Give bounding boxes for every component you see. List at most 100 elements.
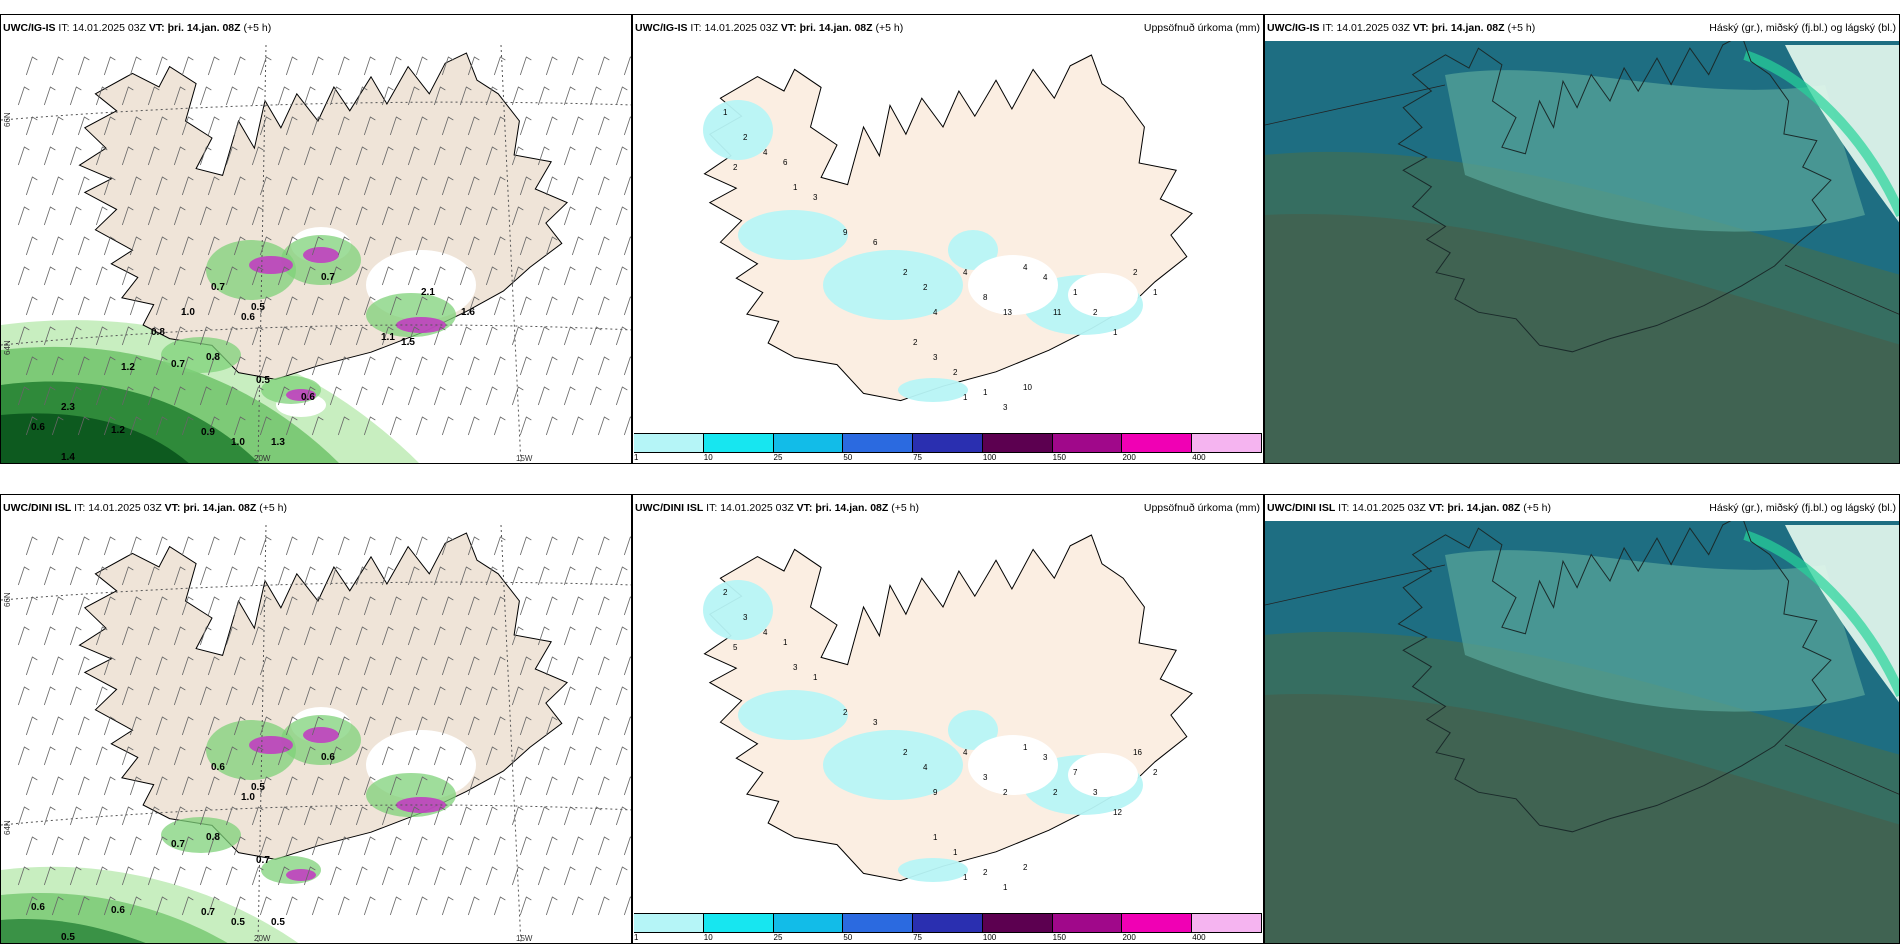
precip-area [898, 378, 968, 402]
wind-barb [433, 326, 446, 346]
wind-barb [485, 206, 498, 226]
wind-barb [389, 356, 402, 376]
wind-barb [363, 296, 376, 316]
wind-barb [329, 326, 342, 346]
wind-barb [43, 866, 56, 886]
wind-barb [363, 236, 376, 256]
model-name: UWC/IG-IS [635, 22, 688, 34]
wind-barb [121, 386, 134, 406]
wind-barb [363, 716, 376, 736]
precip-value: 3 [933, 353, 938, 362]
wind-barb [571, 836, 584, 856]
wind-barb [303, 806, 316, 826]
wind-barb [563, 626, 576, 646]
wind-barb [233, 536, 246, 556]
wind-barb [129, 596, 142, 616]
precip-value: 2 [1023, 863, 1028, 872]
wind-barb [571, 416, 584, 436]
wind-barb [43, 686, 56, 706]
value-label: 0.6 [211, 762, 225, 773]
wind-barb [69, 686, 82, 706]
wind-barb [173, 806, 186, 826]
wind-barb [415, 356, 428, 376]
precip-value: 1 [983, 388, 988, 397]
wind-barb [467, 716, 480, 736]
wind-barb [225, 566, 238, 586]
wind-barb [381, 86, 394, 106]
wind-barb [571, 596, 584, 616]
wind-barb [311, 536, 324, 556]
wind-barb [25, 836, 38, 856]
precip-area [948, 710, 998, 750]
vt-label: VT: [164, 502, 181, 514]
wind-barb [363, 896, 376, 916]
colorbar-tick: 200 [1122, 933, 1136, 942]
wind-barb [155, 416, 168, 436]
wind-barb [519, 56, 532, 76]
colorbar-swatch [1192, 434, 1262, 452]
wind-barb [459, 686, 472, 706]
colorbar-swatch [982, 434, 1053, 452]
wind-barb [381, 806, 394, 826]
precip-shading [1, 866, 299, 943]
precip-value: 3 [793, 663, 798, 672]
lat-label-66n: 66N [3, 112, 12, 127]
wind-barb [155, 296, 168, 316]
vt-value: þri. 14.jan. 08Z [1447, 502, 1521, 514]
wind-barb [285, 116, 298, 136]
wind-barb [571, 356, 584, 376]
wind-barb [181, 416, 194, 436]
wind-barb [95, 206, 108, 226]
wind-barb [467, 236, 480, 256]
precip-value: 6 [873, 238, 878, 247]
wind-barb [589, 86, 602, 106]
it-value: 14.01.2025 03Z [704, 22, 778, 34]
wind-barb [545, 296, 558, 316]
wind-barb [207, 296, 220, 316]
wind-barb [103, 416, 116, 436]
wind-barb [467, 536, 480, 556]
colorbar-tick: 400 [1192, 453, 1206, 462]
precip-value: 3 [983, 773, 988, 782]
wind-barb [95, 326, 108, 346]
model-name: UWC/DINI ISL [3, 502, 72, 514]
wind-barb [199, 266, 212, 286]
snow-shading [161, 715, 456, 884]
wind-barb [51, 596, 64, 616]
value-label: 2.1 [421, 287, 435, 298]
precip-value: 1 [1113, 328, 1118, 337]
wind-barb [519, 356, 532, 376]
wind-barb [277, 266, 290, 286]
wind-barb [389, 536, 402, 556]
cloud-band [1743, 530, 1899, 698]
value-label: 0.7 [321, 272, 335, 283]
wind-barb [43, 86, 56, 106]
wind-barb [69, 806, 82, 826]
wind-barb [519, 296, 532, 316]
precip-value: 3 [813, 193, 818, 202]
wind-barb [277, 326, 290, 346]
wind-barb [129, 236, 142, 256]
wind-barb [225, 146, 238, 166]
precip-area [161, 337, 241, 373]
wind-barb [511, 86, 524, 106]
cloud-panel-dini: UWC/DINI ISL IT: 14.01.2025 03Z VT: þri.… [1264, 494, 1900, 944]
vt-value: þri. 14.jan. 08Z [167, 22, 241, 34]
wind-barb [597, 836, 610, 856]
wind-barb [433, 866, 446, 886]
colorbar-swatch [1052, 914, 1123, 932]
wind-barb [433, 146, 446, 166]
wind-barb [485, 146, 498, 166]
wind-barb [259, 596, 272, 616]
wind-barb [459, 626, 472, 646]
glacier [968, 735, 1058, 795]
wind-barb [17, 86, 30, 106]
wind-barb [459, 206, 472, 226]
precip-area [823, 250, 963, 320]
wind-barb [311, 596, 324, 616]
it-value: 14.01.2025 03Z [88, 502, 162, 514]
wind-barb [95, 86, 108, 106]
wind-barb [493, 56, 506, 76]
wind-barb [519, 656, 532, 676]
wind-barb [407, 626, 420, 646]
